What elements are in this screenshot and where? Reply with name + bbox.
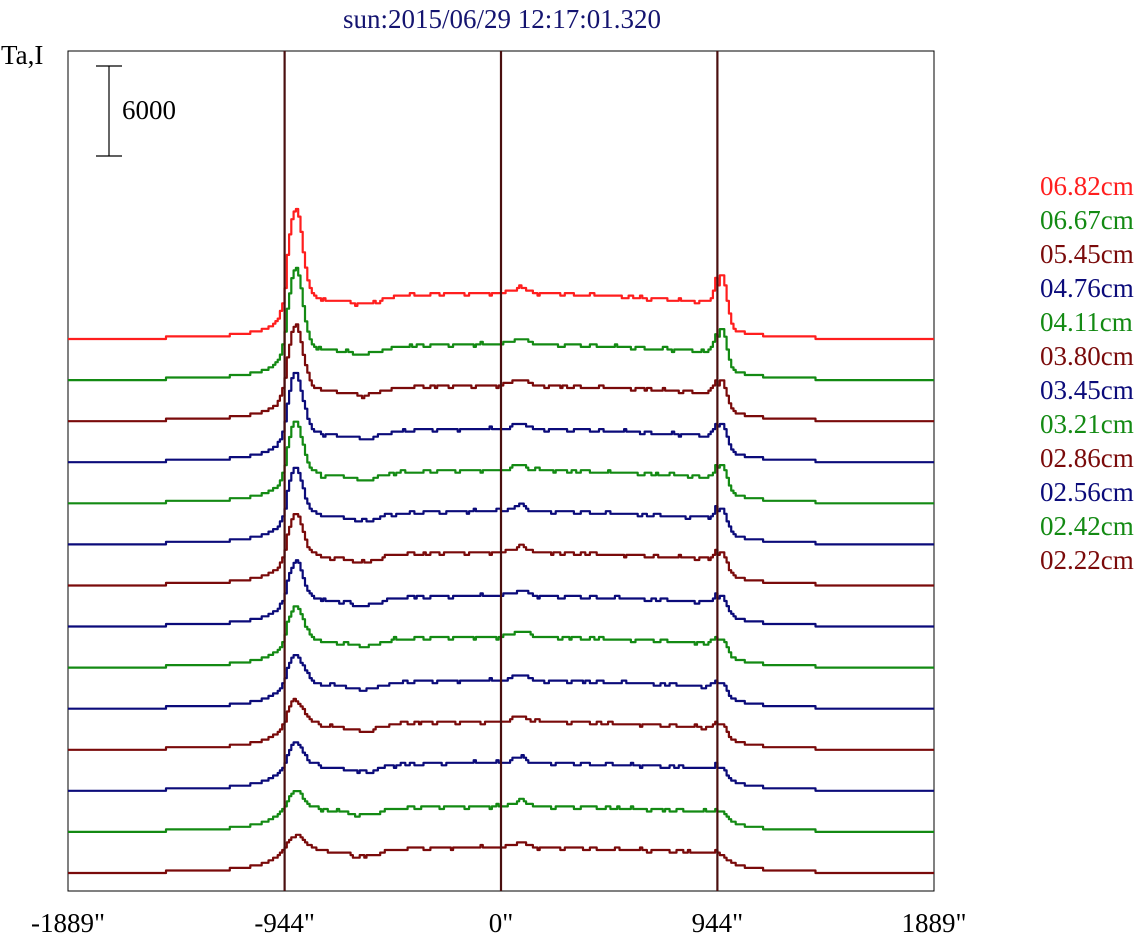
series-line-6: [68, 513, 934, 587]
scale-bar-label: 6000: [122, 95, 176, 125]
series-line-4: [68, 420, 934, 505]
series-line-2: [68, 323, 934, 423]
legend: 06.82cm 06.67cm 05.45cm 04.76cm 04.11cm 03.80…: [1040, 171, 1134, 575]
series-line-10: [68, 697, 934, 751]
legend-entry-3: 04.76cm: [1040, 273, 1134, 303]
x-axis-ticks: -1889" -944" 0" 944" 1889": [31, 908, 967, 938]
legend-entry-9: 02.56cm: [1040, 477, 1134, 507]
series-line-3: [68, 371, 934, 464]
legend-entry-4: 04.11cm: [1040, 307, 1133, 337]
x-tick-label-1: -944": [254, 908, 315, 938]
series-line-9: [68, 654, 934, 710]
y-axis-label: Ta,I: [1, 40, 43, 70]
legend-entry-11: 02.22cm: [1040, 545, 1134, 575]
series-line-12: [68, 790, 934, 833]
x-tick-label-2: 0": [489, 908, 514, 938]
series-line-7: [68, 559, 934, 628]
legend-entry-2: 05.45cm: [1040, 239, 1134, 269]
legend-entry-0: 06.82cm: [1040, 171, 1134, 201]
legend-entry-1: 06.67cm: [1040, 205, 1134, 235]
legend-entry-7: 03.21cm: [1040, 409, 1134, 439]
scale-bar: 6000: [96, 65, 176, 157]
series-line-5: [68, 466, 934, 546]
x-tick-label-0: -1889": [31, 908, 105, 938]
x-tick-label-4: 1889": [901, 908, 966, 938]
legend-entry-10: 02.42cm: [1040, 511, 1134, 541]
chart-title: sun:2015/06/29 12:17:01.320: [343, 4, 661, 34]
limb-marker-lines: [283, 51, 719, 891]
series-line-13: [68, 833, 934, 875]
legend-entry-6: 03.45cm: [1040, 375, 1134, 405]
series-line-0: [68, 207, 934, 341]
legend-entry-5: 03.80cm: [1040, 341, 1134, 371]
series-line-1: [68, 266, 934, 382]
series-line-8: [68, 605, 934, 669]
series-line-11: [68, 741, 934, 792]
legend-entry-8: 02.86cm: [1040, 443, 1134, 473]
x-tick-label-3: 944": [692, 908, 744, 938]
series-layer: [68, 207, 934, 875]
